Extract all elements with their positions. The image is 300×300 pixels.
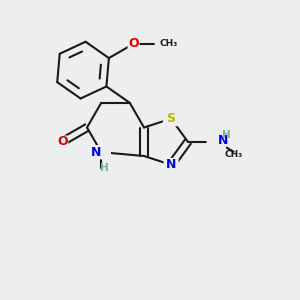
FancyBboxPatch shape [207, 134, 226, 149]
Text: S: S [167, 112, 176, 125]
Text: N: N [166, 158, 176, 171]
Text: CH₃: CH₃ [160, 39, 178, 48]
Text: O: O [57, 135, 68, 148]
Text: N: N [91, 146, 101, 159]
Text: H: H [222, 130, 230, 140]
FancyBboxPatch shape [56, 136, 68, 148]
FancyBboxPatch shape [128, 38, 140, 50]
FancyBboxPatch shape [163, 111, 179, 126]
Text: H: H [100, 163, 109, 173]
Text: O: O [128, 37, 139, 50]
FancyBboxPatch shape [164, 158, 178, 172]
FancyBboxPatch shape [92, 145, 111, 159]
Text: CH₃: CH₃ [224, 150, 243, 159]
Text: N: N [218, 134, 228, 147]
